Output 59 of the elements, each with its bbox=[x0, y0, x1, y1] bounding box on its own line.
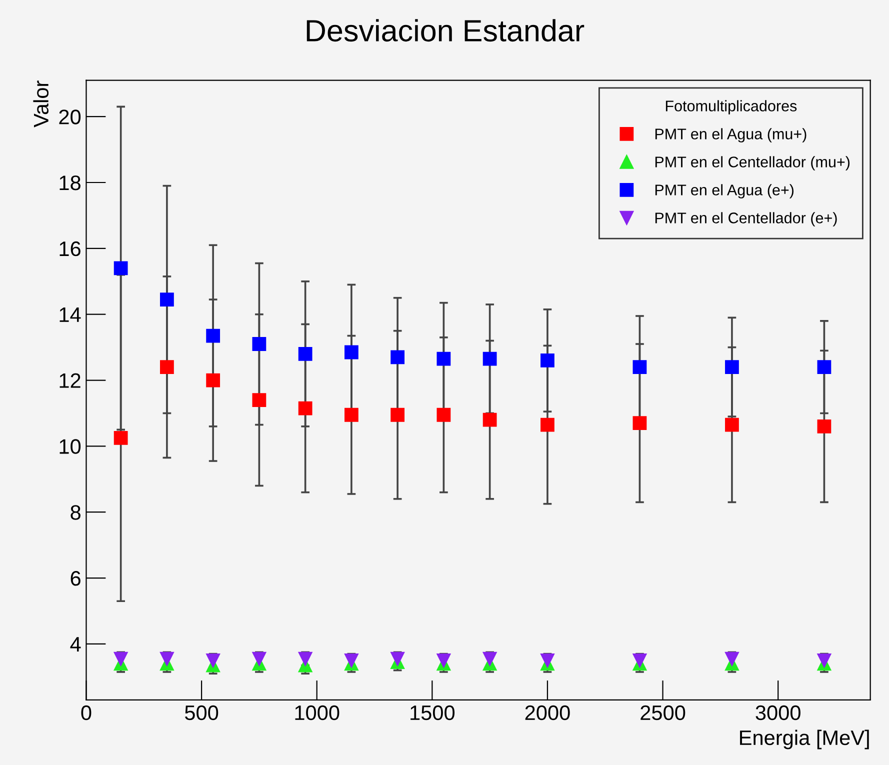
x-tick-label: 1000 bbox=[295, 705, 340, 720]
point bbox=[160, 292, 174, 306]
x-tick-label: 500 bbox=[184, 705, 218, 720]
point bbox=[482, 412, 497, 427]
legend-label: PMT en el Agua (mu+) bbox=[655, 128, 806, 142]
y-tick-label: 18 bbox=[60, 176, 80, 190]
x-tick-label: 0 bbox=[81, 705, 92, 720]
point bbox=[482, 352, 497, 366]
point bbox=[206, 328, 220, 343]
y-tick-label: 6 bbox=[70, 571, 80, 586]
y-tick-label: 4 bbox=[70, 637, 81, 652]
point bbox=[206, 373, 220, 388]
legend-label: PMT en el Centellador (e+) bbox=[655, 212, 837, 226]
y-axis-title: Valor bbox=[33, 80, 49, 128]
legend-label: PMT en el Centellador (mu+) bbox=[655, 156, 850, 170]
point bbox=[390, 350, 405, 364]
x-tick-label: 1500 bbox=[410, 705, 455, 720]
point bbox=[252, 337, 266, 351]
point bbox=[114, 261, 128, 276]
point bbox=[725, 360, 739, 374]
y-tick-label: 20 bbox=[59, 110, 81, 124]
y-tick-label: 10 bbox=[60, 439, 81, 454]
point bbox=[436, 352, 451, 366]
x-axis-title: Energia [MeV] bbox=[740, 730, 869, 750]
point bbox=[160, 360, 174, 374]
point bbox=[344, 345, 358, 360]
point bbox=[540, 653, 554, 668]
point bbox=[390, 408, 405, 422]
point bbox=[252, 393, 266, 407]
point bbox=[817, 360, 832, 374]
point bbox=[632, 416, 647, 430]
point bbox=[632, 360, 647, 374]
point bbox=[482, 652, 497, 666]
point bbox=[252, 652, 266, 666]
y-tick-label: 12 bbox=[60, 373, 80, 388]
y-tick-label: 14 bbox=[60, 308, 81, 322]
point bbox=[390, 652, 405, 666]
point bbox=[632, 653, 647, 668]
x-tick-label: 2500 bbox=[640, 705, 686, 720]
point bbox=[436, 408, 451, 422]
point bbox=[817, 653, 832, 668]
point bbox=[436, 653, 451, 668]
point bbox=[344, 653, 358, 668]
y-tick-label: 8 bbox=[70, 505, 80, 520]
point bbox=[540, 418, 554, 432]
legend-label: PMT en el Agua (e+) bbox=[655, 184, 794, 198]
point bbox=[298, 401, 312, 416]
point bbox=[298, 346, 312, 361]
x-tick-label: 3000 bbox=[756, 705, 800, 720]
point bbox=[344, 408, 358, 422]
point bbox=[114, 430, 128, 445]
y-tick-label: 16 bbox=[60, 241, 80, 256]
chart-title: Desviacion Estandar bbox=[306, 19, 584, 42]
point bbox=[817, 419, 832, 434]
legend-title: Fotomultiplicadores bbox=[666, 100, 797, 114]
point bbox=[725, 418, 739, 432]
point bbox=[114, 652, 128, 666]
point bbox=[540, 354, 554, 368]
x-tick-label: 2000 bbox=[525, 705, 570, 720]
